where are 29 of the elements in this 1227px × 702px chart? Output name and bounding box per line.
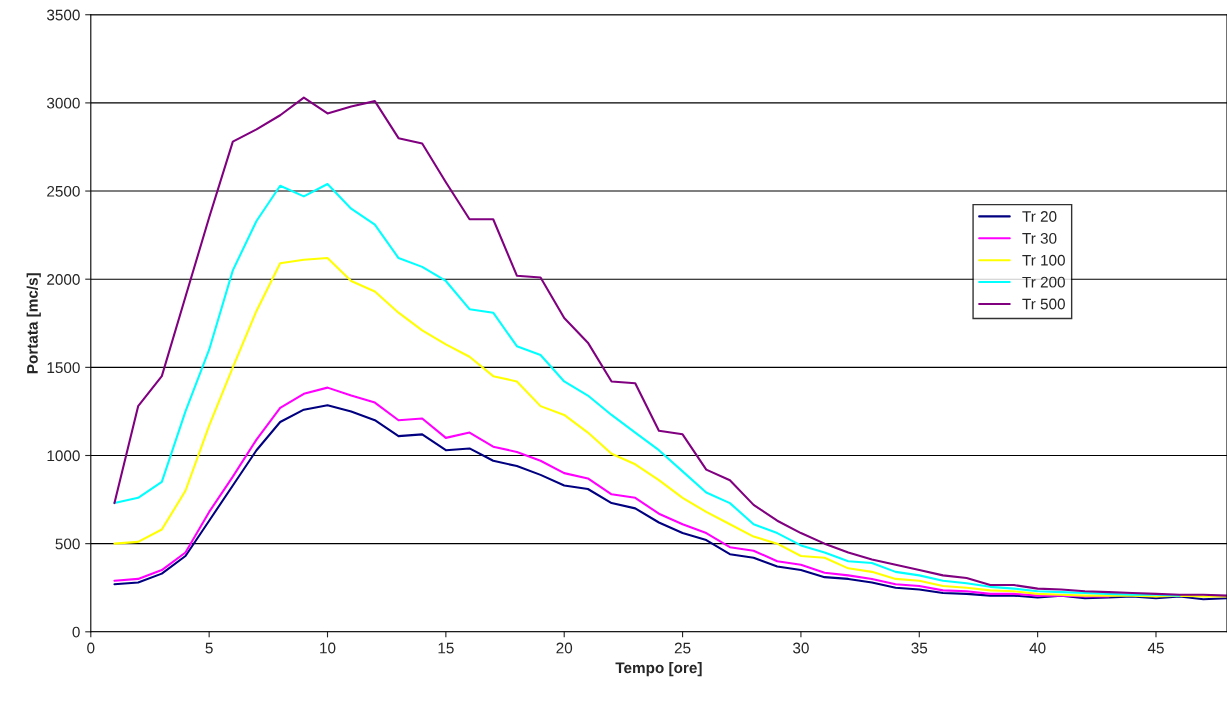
x-tick-label: 45 <box>1147 642 1164 654</box>
x-tick-label: 30 <box>793 642 809 654</box>
x-tick-label: 40 <box>1029 642 1046 654</box>
x-axis-title: Tempo [ore] <box>615 662 702 677</box>
y-tick-label: 2500 <box>47 185 80 197</box>
legend-label: Tr 100 <box>1022 254 1065 266</box>
y-axis-title: Portata [mc/s] <box>26 273 41 374</box>
x-tick-label: 5 <box>205 642 213 654</box>
x-tick-label: 0 <box>87 642 95 654</box>
line-series <box>113 182 1181 597</box>
line-series <box>113 404 1227 601</box>
legend-label: Tr 30 <box>1022 232 1057 244</box>
line-series <box>113 386 1110 598</box>
legend-label: Tr 500 <box>1022 298 1065 310</box>
y-tick-label: 500 <box>55 538 80 550</box>
legend-label: Tr 20 <box>1022 211 1057 222</box>
y-tick-label: 3500 <box>46 9 80 21</box>
x-tick-label: 20 <box>556 642 573 654</box>
x-tick-label: 25 <box>674 642 691 654</box>
y-tick-label: 1500 <box>47 362 80 374</box>
y-tick-label: 1000 <box>47 450 80 462</box>
x-tick-label: 10 <box>320 642 336 654</box>
legend-label: Tr 200 <box>1022 276 1065 288</box>
x-tick-label: 15 <box>438 642 454 654</box>
x-tick-label: 35 <box>911 642 928 654</box>
line-series <box>113 96 1227 597</box>
y-tick-label: 0 <box>72 626 80 638</box>
y-tick-label: 2000 <box>47 274 80 285</box>
y-tick-label: 3000 <box>46 97 80 109</box>
